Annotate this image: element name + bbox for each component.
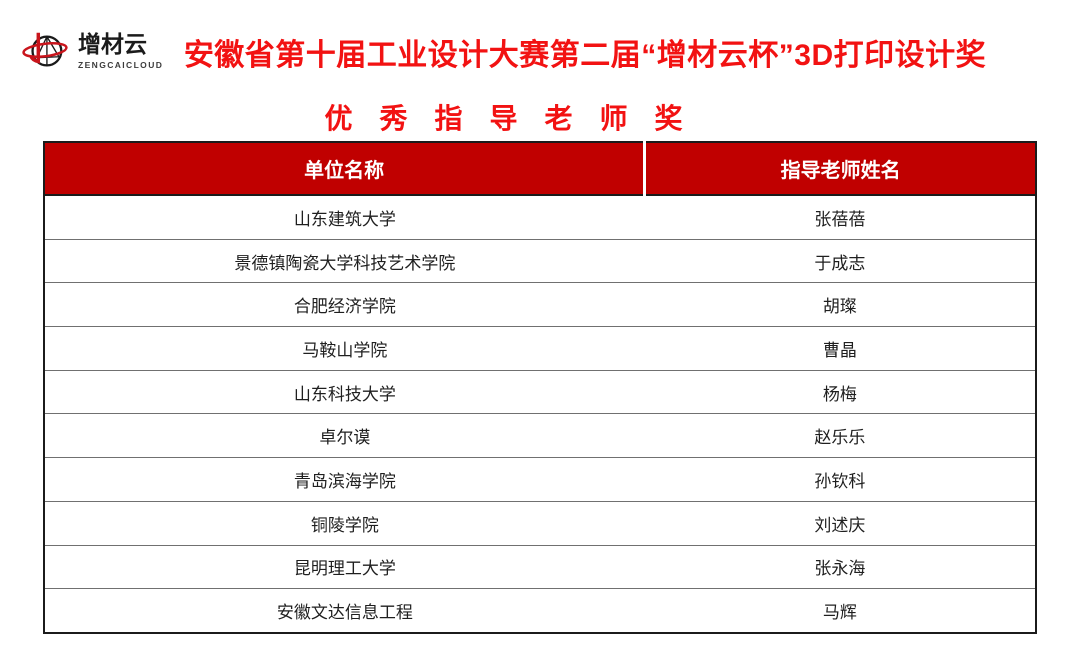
page-subtitle: 优秀指导老师奖 xyxy=(324,103,710,134)
unit-cell: 合肥经济学院 xyxy=(44,282,645,327)
unit-cell: 昆明理工大学 xyxy=(44,544,645,589)
teacher-cell: 杨梅 xyxy=(644,369,1036,414)
title-block: 安徽省第十届工业设计大赛第二届“增材云杯”3D打印设计奖 优秀指导老师奖 xyxy=(0,0,1080,137)
logo-name: 增材云 xyxy=(78,30,147,57)
unit-cell: 青岛滨海学院 xyxy=(44,457,645,502)
logo-text: 增材云 ZENGCAICLOUD xyxy=(78,30,164,71)
table-row: 景德镇陶瓷大学科技艺术学院 于成志 xyxy=(44,238,1036,283)
awards-table: 单位名称 指导老师姓名 山东建筑大学 张蓓蓓 景德镇陶瓷大学科技艺术学院 于成志 合肥经… xyxy=(43,141,1037,634)
unit-cell: 山东建筑大学 xyxy=(44,195,645,240)
teacher-cell: 刘述庆 xyxy=(644,500,1036,545)
table-row: 卓尔谟 赵乐乐 xyxy=(44,413,1036,458)
teacher-cell: 马辉 xyxy=(644,588,1036,633)
table-row: 铜陵学院 刘述庆 xyxy=(44,500,1036,545)
unit-cell: 山东科技大学 xyxy=(44,369,645,414)
page-title: 安徽省第十届工业设计大赛第二届“增材云杯”3D打印设计奖 xyxy=(183,39,987,72)
column-header-unit: 单位名称 xyxy=(44,142,647,196)
table-row: 安徽文达信息工程 马辉 xyxy=(44,588,1036,633)
table-row: 合肥经济学院 胡璨 xyxy=(44,282,1036,327)
teacher-cell: 赵乐乐 xyxy=(644,413,1036,458)
unit-cell: 马鞍山学院 xyxy=(44,326,645,371)
teacher-cell: 张蓓蓓 xyxy=(644,195,1036,240)
zengcaicloud-logo: 增材云 ZENGCAICLOUD xyxy=(22,26,163,76)
zengcaicloud-globe-icon xyxy=(22,32,68,67)
teacher-cell: 于成志 xyxy=(644,238,1036,283)
table-row: 青岛滨海学院 孙钦科 xyxy=(44,457,1036,502)
teacher-cell: 胡璨 xyxy=(644,282,1036,327)
table-body: 山东建筑大学 张蓓蓓 景德镇陶瓷大学科技艺术学院 于成志 合肥经济学院 胡璨 马鞍山学院 曹晶… xyxy=(44,195,1036,633)
table-row: 昆明理工大学 张永海 xyxy=(44,544,1036,589)
teacher-cell: 曹晶 xyxy=(644,326,1036,371)
column-header-teacher: 指导老师姓名 xyxy=(644,142,1036,196)
unit-cell: 安徽文达信息工程 xyxy=(44,588,645,633)
teacher-cell: 张永海 xyxy=(644,544,1036,589)
unit-cell: 景德镇陶瓷大学科技艺术学院 xyxy=(44,238,645,283)
table-row: 山东建筑大学 张蓓蓓 xyxy=(44,195,1036,240)
unit-cell: 铜陵学院 xyxy=(44,500,645,545)
table-row: 山东科技大学 杨梅 xyxy=(44,369,1036,414)
table-header-row: 单位名称 指导老师姓名 xyxy=(44,142,1036,196)
table-row: 马鞍山学院 曹晶 xyxy=(44,326,1036,371)
unit-cell: 卓尔谟 xyxy=(44,413,645,458)
logo-subtitle: ZENGCAICLOUD xyxy=(78,60,164,71)
teacher-cell: 孙钦科 xyxy=(644,457,1036,502)
